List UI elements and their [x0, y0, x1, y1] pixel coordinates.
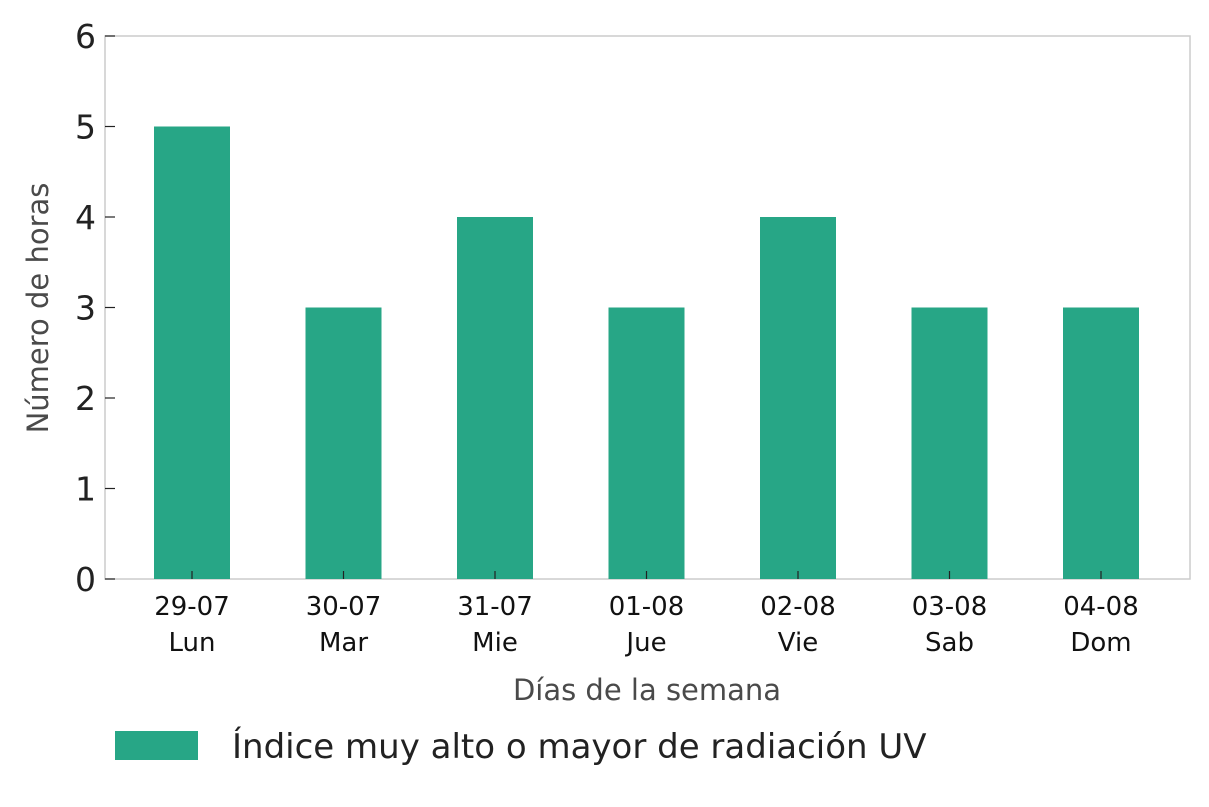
bar-30-07 — [305, 307, 382, 579]
x-tick-label-day: Sab — [925, 628, 974, 658]
x-tick-label-date: 31-07 — [457, 592, 533, 622]
x-ticks-group: 29-07 Lun 30-07 Mar 31-07 Mie 01-08 Jue 02-08 Vie… — [154, 571, 1139, 658]
legend-swatch — [115, 731, 198, 760]
y-tick-label: 3 — [75, 289, 96, 328]
bar-01-08 — [608, 307, 685, 579]
bar-03-08 — [911, 307, 988, 579]
x-tick-label-date: 03-08 — [912, 592, 988, 622]
bar-29-07 — [154, 126, 230, 579]
x-tick-label-day: Dom — [1070, 628, 1131, 658]
x-tick-label-date: 04-08 — [1063, 592, 1139, 622]
legend-label: Índice muy alto o mayor de radiación UV — [232, 726, 927, 767]
y-tick-label: 2 — [75, 379, 96, 418]
bar-04-08 — [1063, 307, 1139, 579]
y-ticks-group: 0 1 2 3 4 5 6 — [75, 17, 115, 599]
y-tick-label: 0 — [75, 560, 96, 599]
x-tick-label-day: Lun — [169, 628, 216, 658]
y-tick-label: 4 — [75, 198, 96, 237]
y-axis-label: Número de horas — [21, 183, 55, 434]
x-tick-label-day: Mie — [472, 628, 518, 658]
x-tick-label-day: Vie — [778, 628, 818, 658]
x-tick-label-date: 29-07 — [154, 592, 230, 622]
bars-group — [154, 126, 1139, 579]
x-axis-label: Días de la semana — [513, 673, 781, 707]
bar-02-08 — [760, 217, 836, 579]
y-tick-label: 5 — [75, 108, 96, 147]
x-tick-label-date: 01-08 — [609, 592, 685, 622]
x-tick-label-date: 02-08 — [760, 592, 836, 622]
x-tick-label-day: Mar — [319, 628, 368, 658]
y-tick-label: 6 — [75, 17, 96, 56]
bar-31-07 — [457, 217, 533, 579]
x-tick-label-date: 30-07 — [306, 592, 382, 622]
x-tick-label-day: Jue — [624, 628, 666, 658]
y-tick-label: 1 — [75, 470, 96, 509]
